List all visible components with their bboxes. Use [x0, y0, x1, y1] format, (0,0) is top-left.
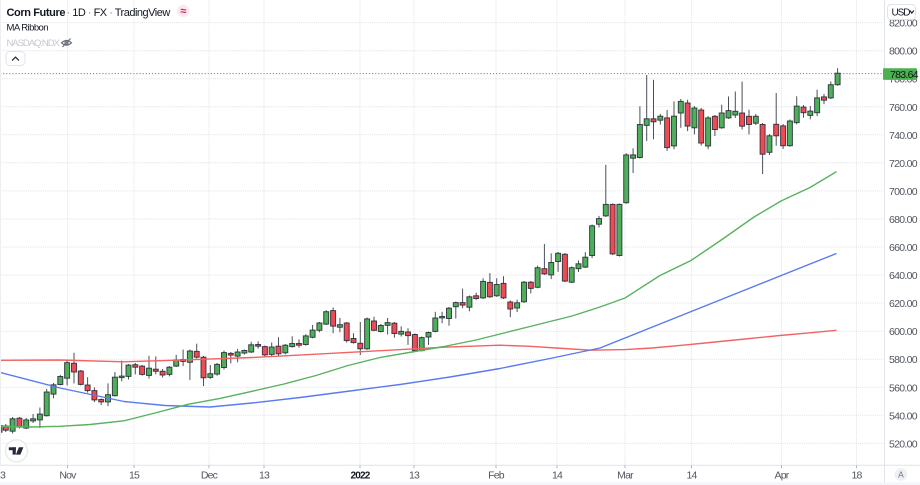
- svg-text:660.00: 660.00: [889, 242, 918, 254]
- svg-text:15: 15: [129, 469, 140, 481]
- svg-text:620.00: 620.00: [889, 298, 918, 310]
- svg-text:783.64: 783.64: [890, 69, 919, 81]
- svg-text:Apr: Apr: [775, 469, 790, 481]
- svg-text:760.00: 760.00: [889, 102, 918, 114]
- svg-text:2022: 2022: [350, 470, 370, 481]
- svg-text:13: 13: [409, 469, 420, 481]
- svg-text:720.00: 720.00: [889, 158, 918, 170]
- svg-text:Corn Future: Corn Future: [7, 7, 66, 19]
- svg-text:14: 14: [686, 469, 697, 481]
- svg-text:640.00: 640.00: [889, 270, 918, 282]
- svg-text:· 1D · FX · TradingView: · 1D · FX · TradingView: [67, 7, 171, 19]
- svg-text:MA Ribbon: MA Ribbon: [7, 23, 49, 34]
- svg-text:580.00: 580.00: [889, 354, 918, 366]
- svg-text:3: 3: [0, 469, 6, 481]
- svg-text:≈: ≈: [180, 6, 186, 18]
- svg-text:13: 13: [259, 469, 270, 481]
- svg-text:14: 14: [552, 469, 563, 481]
- svg-text:560.00: 560.00: [889, 382, 918, 394]
- svg-text:600.00: 600.00: [889, 326, 918, 338]
- svg-text:Dec: Dec: [201, 469, 218, 481]
- svg-text:NASDAQ:NDX: NASDAQ:NDX: [7, 38, 61, 49]
- svg-text:680.00: 680.00: [889, 214, 918, 226]
- svg-text:740.00: 740.00: [889, 130, 918, 142]
- svg-text:Nov: Nov: [59, 469, 77, 481]
- svg-text:700.00: 700.00: [889, 186, 918, 198]
- svg-text:USD: USD: [892, 7, 911, 18]
- svg-text:18: 18: [851, 469, 862, 481]
- svg-text:800.00: 800.00: [889, 46, 918, 58]
- svg-text:820.00: 820.00: [889, 18, 918, 30]
- svg-text:A: A: [898, 470, 904, 480]
- svg-text:Feb: Feb: [488, 469, 505, 481]
- svg-text:540.00: 540.00: [889, 410, 918, 422]
- svg-text:Mar: Mar: [617, 469, 634, 481]
- svg-text:520.00: 520.00: [889, 438, 918, 450]
